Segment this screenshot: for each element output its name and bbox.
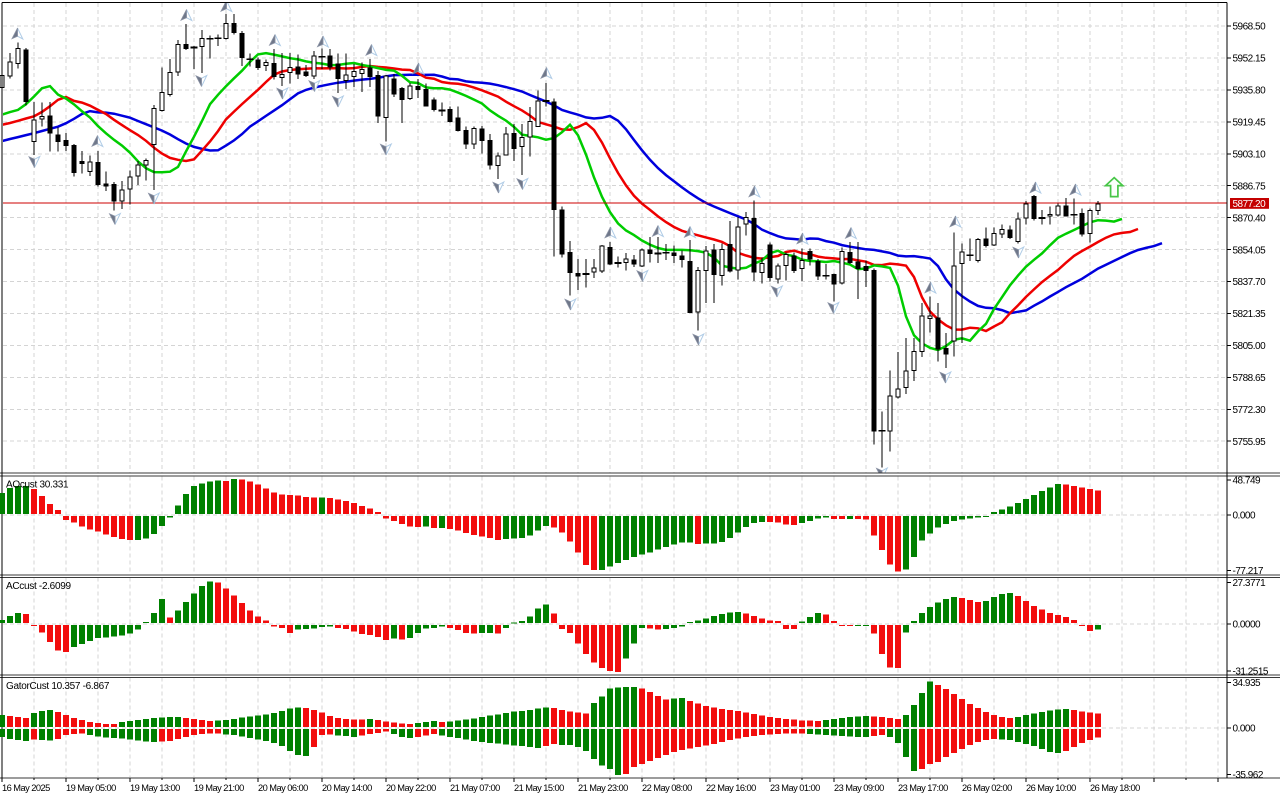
svg-text:5755.95: 5755.95: [1233, 437, 1267, 448]
svg-text:22 May 16:00: 22 May 16:00: [706, 783, 756, 793]
svg-text:21 May 07:00: 21 May 07:00: [450, 783, 500, 793]
svg-text:5935.80: 5935.80: [1233, 86, 1267, 97]
svg-text:23 May 01:00: 23 May 01:00: [770, 783, 820, 793]
svg-text:23 May 09:00: 23 May 09:00: [834, 783, 884, 793]
svg-text:5952.15: 5952.15: [1233, 54, 1267, 65]
svg-text:5968.50: 5968.50: [1233, 22, 1267, 33]
svg-text:20 May 22:00: 20 May 22:00: [386, 783, 436, 793]
svg-text:-77.217: -77.217: [1233, 566, 1264, 577]
svg-text:26 May 02:00: 26 May 02:00: [962, 783, 1012, 793]
svg-text:5886.75: 5886.75: [1233, 181, 1267, 192]
svg-text:5854.05: 5854.05: [1233, 245, 1267, 256]
svg-text:26 May 10:00: 26 May 10:00: [1026, 783, 1076, 793]
svg-text:48.749: 48.749: [1233, 476, 1262, 487]
svg-text:19 May 05:00: 19 May 05:00: [66, 783, 116, 793]
svg-text:0.000: 0.000: [1233, 511, 1256, 522]
svg-text:ACcust -2.6099: ACcust -2.6099: [6, 581, 71, 592]
svg-text:5903.10: 5903.10: [1233, 150, 1267, 161]
svg-text:5919.45: 5919.45: [1233, 118, 1267, 129]
svg-text:AOcust 30.331: AOcust 30.331: [6, 480, 69, 491]
svg-text:5805.00: 5805.00: [1233, 341, 1267, 352]
svg-text:34.935: 34.935: [1233, 678, 1262, 689]
svg-text:23 May 17:00: 23 May 17:00: [898, 783, 948, 793]
svg-text:GatorCust 10.357 -6.867: GatorCust 10.357 -6.867: [6, 681, 110, 692]
svg-text:5837.70: 5837.70: [1233, 277, 1267, 288]
svg-text:0.000: 0.000: [1233, 724, 1256, 735]
svg-text:5870.40: 5870.40: [1233, 213, 1267, 224]
svg-text:5877.20: 5877.20: [1233, 199, 1267, 210]
svg-text:16 May 2025: 16 May 2025: [2, 783, 50, 793]
svg-text:20 May 06:00: 20 May 06:00: [258, 783, 308, 793]
svg-text:-35.962: -35.962: [1233, 770, 1264, 781]
svg-text:-31.2515: -31.2515: [1233, 667, 1269, 678]
svg-text:21 May 15:00: 21 May 15:00: [514, 783, 564, 793]
svg-text:21 May 23:00: 21 May 23:00: [578, 783, 628, 793]
svg-text:22 May 08:00: 22 May 08:00: [642, 783, 692, 793]
svg-text:5821.35: 5821.35: [1233, 309, 1267, 320]
svg-text:20 May 14:00: 20 May 14:00: [322, 783, 372, 793]
svg-text:0.0000: 0.0000: [1233, 620, 1262, 631]
svg-text:26 May 18:00: 26 May 18:00: [1090, 783, 1140, 793]
svg-text:5772.30: 5772.30: [1233, 405, 1267, 416]
svg-text:27.3771: 27.3771: [1233, 578, 1267, 589]
svg-text:19 May 13:00: 19 May 13:00: [130, 783, 180, 793]
svg-text:5788.65: 5788.65: [1233, 373, 1267, 384]
svg-text:19 May 21:00: 19 May 21:00: [194, 783, 244, 793]
